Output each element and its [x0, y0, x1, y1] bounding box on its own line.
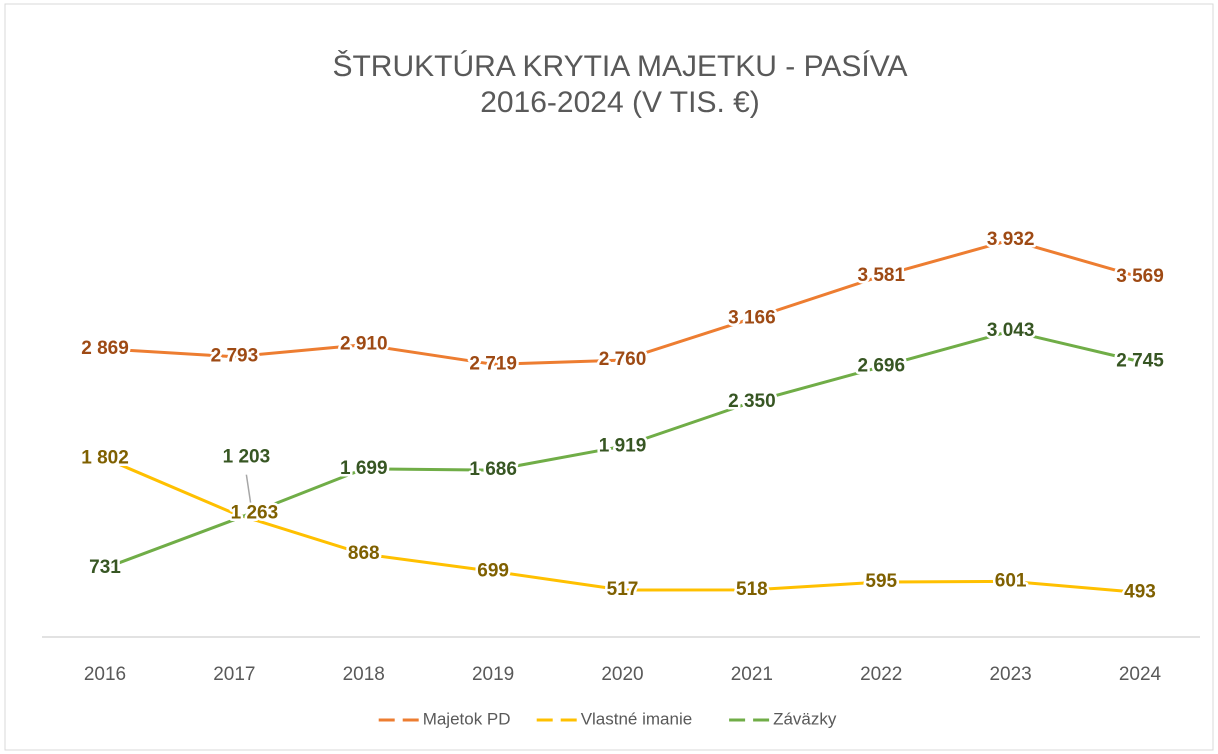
data-label: 1 263	[231, 503, 279, 524]
leader-line	[245, 474, 254, 515]
data-label: 3 932	[987, 229, 1035, 250]
chart-subtitle: 2016-2024 (V TIS. €)	[480, 86, 760, 119]
legend-item: Záväzky	[729, 709, 837, 728]
series-line	[104, 238, 1141, 366]
legend-label: Záväzky	[773, 709, 837, 728]
data-label: 1 802	[81, 447, 129, 468]
data-label: 1 919	[599, 435, 647, 456]
data-label: 3 043	[987, 320, 1035, 341]
data-label: 493	[1124, 581, 1156, 602]
data-label: 595	[865, 571, 897, 592]
chart-title: ŠTRUKTÚRA KRYTIA MAJETKU - PASÍVA	[332, 49, 907, 83]
data-label: 3 166	[728, 308, 776, 329]
series-line	[104, 456, 1141, 594]
data-label: 1 203	[223, 447, 271, 468]
legend-label: Majetok PD	[423, 709, 511, 728]
x-tick-label: 2023	[989, 664, 1031, 685]
data-label: 2 745	[1116, 351, 1164, 372]
data-label: 2 696	[857, 356, 905, 377]
legend-label: Vlastné imanie	[581, 709, 693, 728]
data-label: 1 686	[469, 459, 517, 480]
x-tick-label: 2022	[860, 664, 902, 685]
data-label: 699	[477, 560, 509, 581]
x-tick-label: 2019	[472, 664, 514, 685]
data-label: 868	[348, 543, 380, 564]
data-label: 2 719	[469, 353, 517, 374]
x-tick-label: 2016	[84, 664, 126, 685]
data-label: 518	[736, 579, 768, 600]
data-label: 1 699	[340, 458, 388, 479]
x-tick-label: 2017	[213, 664, 255, 685]
data-label: 601	[995, 570, 1027, 591]
data-label: 3 581	[857, 265, 905, 286]
x-tick-label: 2024	[1119, 664, 1162, 685]
data-label: 2 793	[211, 346, 259, 367]
data-label: 731	[89, 557, 121, 578]
data-label: 2 910	[340, 334, 388, 355]
series-line	[104, 329, 1141, 570]
legend-item: Vlastné imanie	[536, 709, 693, 728]
legend-item: Majetok PD	[378, 709, 511, 728]
chart-frame	[4, 3, 1214, 751]
data-label: 2 760	[599, 349, 647, 370]
data-label: 2 350	[728, 391, 776, 412]
data-label: 517	[607, 579, 639, 600]
x-tick-label: 2020	[601, 664, 643, 685]
data-label: 3 569	[1116, 266, 1164, 287]
x-tick-label: 2018	[343, 664, 385, 685]
x-tick-label: 2021	[731, 664, 773, 685]
data-label: 2 869	[81, 338, 129, 359]
